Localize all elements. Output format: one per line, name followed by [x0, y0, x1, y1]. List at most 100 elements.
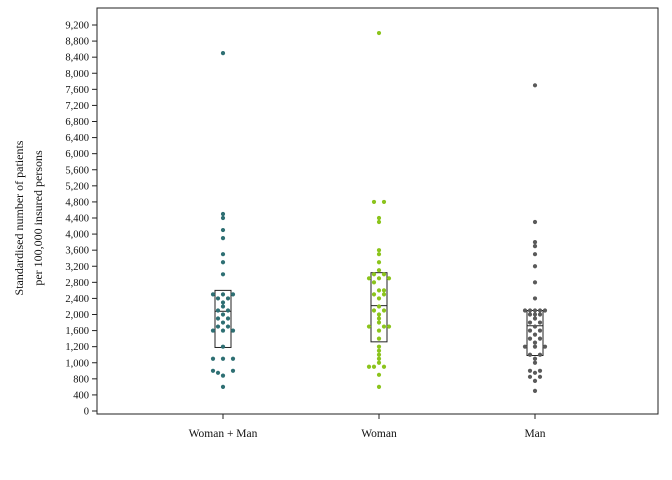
data-point: [532, 83, 538, 88]
data-point: [537, 374, 543, 379]
data-point: [376, 384, 382, 389]
data-point: [527, 368, 533, 373]
data-point: [220, 227, 226, 233]
y-tick-label: 8,000: [65, 69, 89, 80]
data-point: [376, 219, 382, 225]
data-point: [215, 308, 221, 313]
data-point: [527, 336, 533, 341]
data-point: [537, 368, 543, 373]
data-point: [386, 324, 392, 329]
data-point: [220, 260, 226, 265]
y-tick-label: 0: [84, 407, 89, 418]
data-point: [376, 30, 382, 36]
x-axis: Woman + Man Woman Man: [189, 414, 546, 440]
data-point: [532, 356, 538, 361]
y-tick-label: 6,000: [65, 149, 89, 160]
data-point: [210, 356, 216, 361]
data-point: [542, 308, 548, 313]
plot-frame: [96, 7, 659, 415]
data-point: [537, 308, 543, 313]
data-point: [366, 276, 372, 281]
data-point: [537, 352, 543, 357]
data-point: [532, 370, 538, 375]
data-point: [532, 316, 538, 321]
y-tick-label: 2,800: [65, 278, 89, 289]
data-point: [376, 344, 382, 349]
data-point: [371, 308, 377, 313]
data-point: [532, 332, 538, 337]
data-point: [381, 272, 387, 277]
y-tick-label: 1,000: [65, 358, 89, 369]
y-tick-label: 800: [73, 374, 89, 385]
data-point: [532, 324, 538, 329]
boxplot-box: [370, 272, 388, 343]
data-point: [376, 260, 382, 265]
data-point: [220, 312, 226, 317]
data-point: [220, 320, 226, 325]
data-point: [376, 215, 382, 221]
data-point: [215, 324, 221, 329]
data-point: [210, 328, 216, 333]
data-point: [215, 316, 221, 321]
data-point: [220, 51, 226, 56]
y-tick-label: 1,600: [65, 326, 89, 337]
y-tick-label: 9,200: [65, 21, 89, 32]
y-axis: 0 400 800 1,000 1,200 1,600 2,000 2,400 2,800 3,2…: [65, 21, 97, 418]
data-point: [371, 199, 377, 205]
data-point: [220, 215, 226, 221]
data-point: [381, 288, 387, 293]
y-tick-label: 6,800: [65, 117, 89, 128]
y-tick-label: 5,200: [65, 181, 89, 192]
y-tick-label: 7,600: [65, 85, 89, 96]
data-point: [220, 252, 226, 257]
data-point: [381, 308, 387, 313]
data-point: [376, 248, 382, 253]
data-point: [366, 324, 372, 329]
data-point: [220, 373, 226, 378]
data-point: [532, 360, 538, 365]
data-point: [230, 328, 236, 333]
data-point: [532, 388, 538, 393]
data-point: [220, 344, 226, 349]
data-point: [215, 296, 221, 301]
data-point: [381, 324, 387, 329]
data-point: [230, 292, 236, 297]
data-point: [376, 288, 382, 293]
y-tick-label: 4,800: [65, 197, 89, 208]
y-tick-label: 4,000: [65, 230, 89, 241]
y-tick-label: 8,800: [65, 37, 89, 48]
data-point: [220, 292, 226, 297]
data-point: [220, 211, 226, 217]
x-category-label: Woman + Man: [189, 428, 258, 440]
data-point: [376, 348, 382, 353]
data-point: [527, 328, 533, 333]
data-point: [376, 356, 382, 361]
data-point: [376, 268, 382, 273]
data-point: [220, 328, 226, 333]
data-point: [527, 374, 533, 379]
data-point: [220, 304, 226, 309]
data-point: [532, 378, 538, 383]
y-axis-label: Standardised number of patients per 100,…: [12, 140, 45, 295]
data-point: [381, 364, 387, 369]
y-tick-label: 6,400: [65, 133, 89, 144]
data-point: [225, 316, 231, 321]
data-point: [210, 292, 216, 297]
y-tick-label: 2,400: [65, 294, 89, 305]
x-category-label: Man: [524, 428, 545, 440]
data-point: [532, 308, 538, 313]
data-point: [376, 352, 382, 357]
data-point: [527, 352, 533, 357]
data-point: [381, 199, 387, 205]
data-point: [532, 252, 538, 257]
y-tick-label: 1,200: [65, 342, 89, 353]
data-point: [522, 344, 528, 349]
y-tick-label: 3,200: [65, 262, 89, 273]
data-point: [376, 316, 382, 321]
data-point: [532, 340, 538, 345]
y-tick-label: 8,400: [65, 53, 89, 64]
y-tick-label: 3,600: [65, 246, 89, 257]
data-point: [537, 328, 543, 333]
data-point: [220, 236, 226, 241]
